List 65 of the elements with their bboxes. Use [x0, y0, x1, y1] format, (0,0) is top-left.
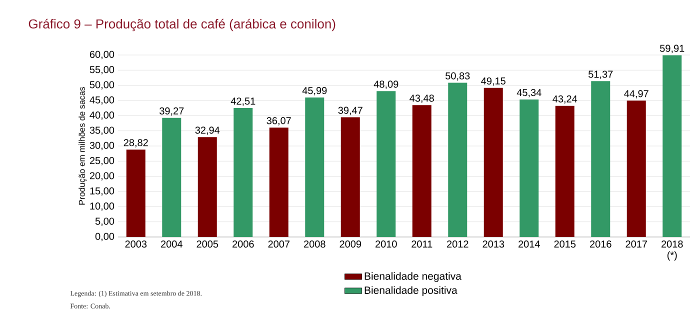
- bar: [234, 108, 253, 237]
- x-tick-label: 2015: [554, 240, 576, 248]
- bar: [591, 81, 610, 237]
- data-label: 48,09: [374, 80, 398, 89]
- data-label: 39,27: [160, 107, 184, 116]
- bar: [269, 128, 288, 237]
- y-tick-label: 30,00: [90, 142, 114, 150]
- x-tick-label: 2006: [232, 240, 254, 248]
- y-tick-label: 40,00: [90, 112, 114, 120]
- y-tick-label: 55,00: [90, 66, 114, 74]
- x-tick-label: 2010: [376, 240, 397, 248]
- data-label: 28,82: [124, 139, 148, 148]
- x-tick-label: 2016: [590, 240, 612, 248]
- y-tick-label: 20,00: [90, 172, 114, 180]
- y-tick-label: 60,00: [90, 50, 114, 60]
- bar: [305, 97, 324, 237]
- legend-label: Bienalidade positiva: [364, 286, 458, 296]
- bar: [448, 82, 468, 237]
- data-label: 44,97: [624, 90, 648, 98]
- bar: [484, 88, 503, 237]
- x-tick-label: 2007: [268, 240, 290, 248]
- y-tick-label: 50,00: [90, 81, 114, 90]
- bar: [662, 55, 682, 237]
- y-axis-title: Produção em milhões de sacas: [78, 87, 87, 205]
- bar: [126, 150, 146, 237]
- x-tick-label: 2004: [161, 240, 182, 248]
- y-tick-label: 35,00: [90, 126, 114, 135]
- x-tick-label: 2003: [125, 240, 147, 248]
- x-tick-label: 2012: [447, 240, 468, 248]
- data-label: 39,47: [338, 106, 362, 116]
- bar: [198, 137, 217, 237]
- data-label: 42,51: [230, 98, 256, 106]
- x-tick-label: 2017: [626, 240, 647, 248]
- data-label: 59,91: [660, 44, 684, 54]
- x-tick-label: 2014: [518, 240, 540, 248]
- bar: [340, 117, 360, 237]
- bar: [555, 106, 574, 237]
- bar: [626, 100, 646, 237]
- x-tick-label: 2005: [196, 240, 218, 248]
- y-tick-label: 15,00: [90, 187, 114, 196]
- x-tick-label: 2011: [412, 240, 432, 248]
- data-label: 51,37: [588, 70, 613, 79]
- data-label: 36,07: [266, 117, 291, 126]
- bar: [162, 118, 182, 237]
- bar: [412, 105, 432, 237]
- chart-title: Gráfico 9 – Produção total de café (arábica e conilon): [28, 18, 336, 32]
- data-label: 45,99: [302, 87, 327, 96]
- data-label: 43,24: [552, 95, 578, 104]
- x-tick-label: 2009: [340, 240, 362, 248]
- data-label: 45,34: [516, 89, 542, 98]
- y-tick-label: 25,00: [90, 157, 114, 166]
- data-label: 43,48: [410, 94, 434, 103]
- data-label: 32,94: [195, 126, 220, 135]
- x-tick-label: 2008: [304, 240, 326, 248]
- data-label: 49,15: [481, 77, 506, 86]
- bar: [376, 91, 396, 237]
- y-tick-label: 5,00: [95, 218, 114, 226]
- x-tick-label: 2013: [482, 240, 504, 248]
- y-tick-label: 0,00: [95, 232, 114, 242]
- legend-label: Bienalidade negativa: [364, 272, 462, 282]
- y-tick-label: 45,00: [90, 96, 114, 105]
- bar: [520, 99, 539, 237]
- data-label: 50,83: [446, 72, 470, 81]
- y-tick-label: 10,00: [90, 202, 114, 211]
- x-tick-label: 2018 (*): [662, 240, 683, 261]
